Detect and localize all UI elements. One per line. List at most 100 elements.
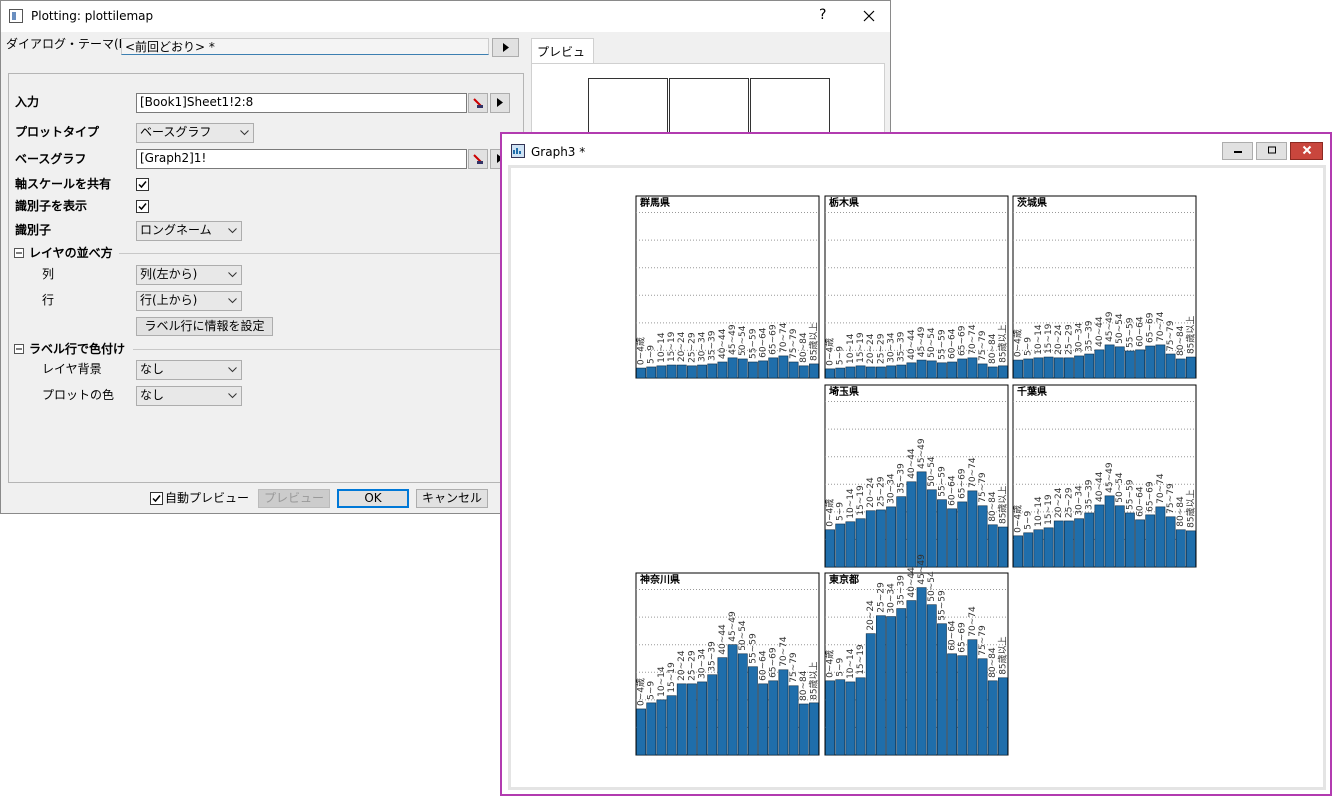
bar — [768, 680, 779, 756]
bar — [947, 361, 957, 379]
help-button[interactable]: ? — [819, 7, 827, 23]
identifier-combo[interactable]: ロングネーム — [136, 221, 242, 241]
bar — [947, 653, 957, 756]
collapse-icon[interactable] — [14, 344, 24, 354]
category-label: 35~39 — [1085, 479, 1095, 510]
bar — [957, 358, 968, 379]
bar — [1023, 358, 1034, 379]
title-bar: Plotting: plottilemap ? — [1, 1, 890, 32]
category-label: 85歳以上 — [1184, 489, 1196, 527]
bar — [748, 666, 758, 756]
category-label: 80~84 — [988, 333, 998, 364]
bar — [865, 510, 876, 568]
restore-button[interactable] — [1256, 142, 1287, 160]
auto-preview-checkbox[interactable] — [150, 492, 163, 505]
base-graph-field[interactable]: [Graph2]1! — [136, 149, 467, 169]
preview-tab[interactable]: プレビュー — [531, 38, 594, 76]
column-combo[interactable]: 列(左から) — [136, 265, 242, 285]
bar — [636, 367, 646, 379]
plot-type-combo[interactable]: ベースグラフ — [136, 123, 254, 143]
panel-title: 埼玉県 — [829, 385, 859, 398]
category-label: 5~9 — [836, 657, 846, 676]
field-label: 行 — [42, 293, 55, 307]
bar — [1053, 357, 1064, 379]
bar — [926, 489, 937, 568]
field-label: プロットの色 — [42, 388, 115, 402]
bar — [687, 683, 697, 756]
bar — [1186, 530, 1196, 568]
menu-button[interactable] — [490, 93, 510, 113]
category-label: 5~9 — [647, 345, 657, 364]
show-id-checkbox[interactable] — [136, 200, 149, 213]
close-button[interactable] — [863, 10, 875, 22]
category-label: 30~34 — [698, 331, 708, 362]
select-graph-button[interactable] — [468, 149, 488, 169]
bar — [1165, 353, 1176, 379]
category-label: 85歳以上 — [807, 322, 819, 360]
combo-value: なし — [140, 362, 165, 376]
category-label: 10~14 — [846, 488, 856, 519]
category-label: 40~44 — [718, 328, 728, 359]
category-label: 55~59 — [748, 328, 758, 359]
category-label: 30~34 — [1075, 485, 1085, 516]
bar — [998, 526, 1008, 568]
category-label: 50~54 — [738, 325, 748, 356]
bar — [1023, 532, 1034, 568]
category-label: 70~74 — [968, 324, 978, 355]
category-label: 20~24 — [866, 477, 876, 508]
bar — [947, 508, 957, 568]
bar — [1145, 345, 1156, 379]
category-label: 85歳以上 — [996, 636, 1008, 674]
row-combo[interactable]: 行(上から) — [136, 291, 242, 311]
window-title: Graph3 * — [531, 145, 586, 159]
select-range-button[interactable] — [468, 93, 488, 113]
bar — [855, 677, 866, 756]
theme-input[interactable]: <前回どおり> * — [121, 38, 489, 55]
category-label: 75~79 — [1166, 320, 1176, 351]
category-label: 75~79 — [1166, 483, 1176, 514]
collapse-icon[interactable] — [14, 248, 24, 258]
bar — [967, 490, 978, 568]
panel-title: 神奈川県 — [640, 573, 680, 586]
field-label: 識別子 — [15, 223, 52, 237]
bar — [937, 623, 947, 756]
category-label: 60~64 — [1136, 316, 1146, 347]
separator — [133, 349, 505, 350]
input-field[interactable]: [Book1]Sheet1!2:8 — [136, 93, 467, 113]
bar — [1013, 535, 1023, 568]
field-label: レイヤ背景 — [42, 362, 102, 376]
background-combo[interactable]: なし — [136, 360, 242, 380]
plot-color-combo[interactable]: なし — [136, 386, 242, 406]
label-row-button[interactable]: ラベル行に情報を設定 — [136, 317, 273, 336]
combo-value: 列(左から) — [140, 267, 198, 281]
category-label: 85歳以上 — [996, 324, 1008, 362]
preview-thumb — [588, 78, 668, 138]
bar — [687, 365, 697, 379]
category-label: 70~74 — [1156, 311, 1166, 342]
category-label: 30~34 — [1075, 322, 1085, 353]
bar — [666, 364, 677, 379]
category-label: 55~59 — [748, 633, 758, 664]
bar — [957, 655, 968, 756]
category-label: 60~64 — [948, 620, 958, 651]
share-scale-checkbox[interactable] — [136, 178, 149, 191]
theme-menu-button[interactable] — [492, 38, 519, 57]
bar — [916, 359, 927, 379]
bar — [798, 703, 809, 756]
graph-window: Graph3 * 0~4歳 5~9 10~14 15~19 20~24 25~29 30~3… — [500, 132, 1332, 796]
category-label: 35~39 — [897, 463, 907, 494]
preview-button[interactable]: プレビュー — [258, 489, 330, 508]
bar — [835, 523, 846, 568]
bar — [967, 357, 978, 379]
category-label: 10~14 — [846, 333, 856, 364]
cancel-button[interactable]: キャンセル — [416, 489, 488, 508]
close-button[interactable] — [1290, 142, 1323, 160]
category-label: 50~54 — [738, 620, 748, 651]
category-label: 55~59 — [1125, 479, 1135, 510]
ok-button[interactable]: OK — [337, 489, 409, 508]
category-label: 25~29 — [876, 333, 886, 364]
category-label: 25~29 — [876, 582, 886, 613]
minimize-button[interactable] — [1222, 142, 1253, 160]
bar — [707, 363, 718, 379]
bar — [896, 608, 907, 756]
